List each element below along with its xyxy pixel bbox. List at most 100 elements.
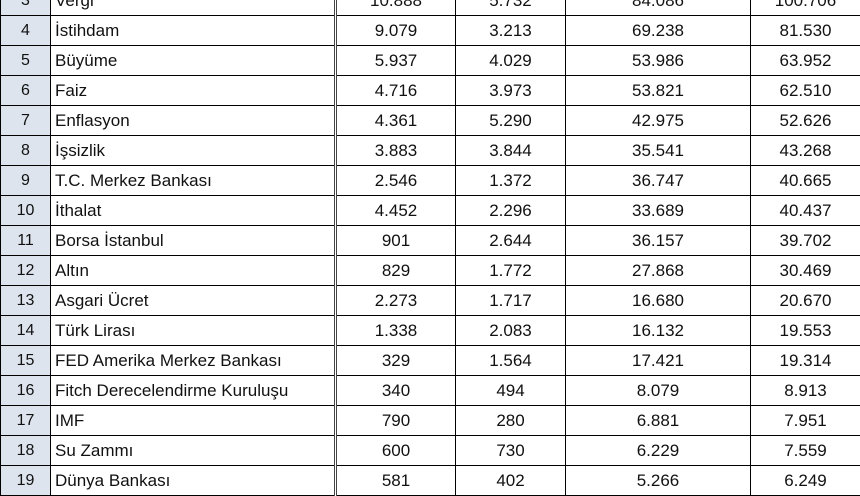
- rank-cell: 16: [1, 376, 51, 406]
- value-cell-3: 36.157: [566, 226, 751, 256]
- total-cell: 52.626: [751, 106, 860, 136]
- total-cell: 81.530: [751, 16, 860, 46]
- value-cell-3: 35.541: [566, 136, 751, 166]
- value-cell-1: 4.361: [336, 106, 456, 136]
- rank-cell: 5: [1, 46, 51, 76]
- value-cell-2: 5.290: [456, 106, 566, 136]
- value-cell-3: 8.079: [566, 376, 751, 406]
- value-cell-2: 3.973: [456, 76, 566, 106]
- rank-cell: 11: [1, 226, 51, 256]
- term-cell: T.C. Merkez Bankası: [51, 166, 336, 196]
- value-cell-1: 790: [336, 406, 456, 436]
- value-cell-1: 2.546: [336, 166, 456, 196]
- value-cell-2: 1.372: [456, 166, 566, 196]
- value-cell-2: 1.717: [456, 286, 566, 316]
- value-cell-2: 280: [456, 406, 566, 436]
- value-cell-1: 3.883: [336, 136, 456, 166]
- value-cell-1: 4.716: [336, 76, 456, 106]
- rank-cell: 12: [1, 256, 51, 286]
- value-cell-2: 730: [456, 436, 566, 466]
- total-cell: 43.268: [751, 136, 860, 166]
- value-cell-2: 3.844: [456, 136, 566, 166]
- rank-cell: 9: [1, 166, 51, 196]
- rank-cell: 10: [1, 196, 51, 226]
- rank-cell: 18: [1, 436, 51, 466]
- total-cell: 19.553: [751, 316, 860, 346]
- value-cell-3: 6.229: [566, 436, 751, 466]
- value-cell-3: 6.881: [566, 406, 751, 436]
- total-cell: 100.706: [751, 0, 860, 16]
- total-cell: 20.670: [751, 286, 860, 316]
- value-cell-2: 4.029: [456, 46, 566, 76]
- value-cell-3: 16.132: [566, 316, 751, 346]
- value-cell-3: 53.986: [566, 46, 751, 76]
- term-cell: Borsa İstanbul: [51, 226, 336, 256]
- rank-cell: 4: [1, 16, 51, 46]
- total-cell: 7.951: [751, 406, 860, 436]
- value-cell-3: 69.238: [566, 16, 751, 46]
- total-cell: 8.913: [751, 376, 860, 406]
- term-cell: Fitch Derecelendirme Kuruluşu: [51, 376, 336, 406]
- term-cell: İstihdam: [51, 16, 336, 46]
- term-cell: İşsizlik: [51, 136, 336, 166]
- total-cell: 30.469: [751, 256, 860, 286]
- value-cell-1: 581: [336, 466, 456, 496]
- value-cell-3: 84.086: [566, 0, 751, 16]
- total-cell: 62.510: [751, 76, 860, 106]
- value-cell-1: 901: [336, 226, 456, 256]
- value-cell-2: 494: [456, 376, 566, 406]
- rank-cell: 6: [1, 76, 51, 106]
- value-cell-2: 5.732: [456, 0, 566, 16]
- total-cell: 6.249: [751, 466, 860, 496]
- value-cell-2: 1.564: [456, 346, 566, 376]
- term-cell: Büyüme: [51, 46, 336, 76]
- value-cell-3: 53.821: [566, 76, 751, 106]
- value-cell-2: 1.772: [456, 256, 566, 286]
- value-cell-1: 9.079: [336, 16, 456, 46]
- term-cell: Dünya Bankası: [51, 466, 336, 496]
- rank-cell: 8: [1, 136, 51, 166]
- rank-cell: 7: [1, 106, 51, 136]
- total-cell: 63.952: [751, 46, 860, 76]
- value-cell-1: 5.937: [336, 46, 456, 76]
- term-cell: Asgari Ücret: [51, 286, 336, 316]
- term-cell: IMF: [51, 406, 336, 436]
- term-cell: FED Amerika Merkez Bankası: [51, 346, 336, 376]
- term-cell: Altın: [51, 256, 336, 286]
- rank-cell: 3: [1, 0, 51, 16]
- total-cell: 19.314: [751, 346, 860, 376]
- value-cell-3: 36.747: [566, 166, 751, 196]
- total-cell: 40.437: [751, 196, 860, 226]
- value-cell-1: 340: [336, 376, 456, 406]
- value-cell-3: 33.689: [566, 196, 751, 226]
- value-cell-1: 329: [336, 346, 456, 376]
- value-cell-3: 27.868: [566, 256, 751, 286]
- value-cell-2: 2.083: [456, 316, 566, 346]
- total-cell: 39.702: [751, 226, 860, 256]
- term-cell: Vergi: [51, 0, 336, 16]
- value-cell-2: 402: [456, 466, 566, 496]
- value-cell-2: 3.213: [456, 16, 566, 46]
- value-cell-1: 2.273: [336, 286, 456, 316]
- value-cell-3: 17.421: [566, 346, 751, 376]
- term-cell: Türk Lirası: [51, 316, 336, 346]
- term-cell: İthalat: [51, 196, 336, 226]
- value-cell-2: 2.296: [456, 196, 566, 226]
- rank-cell: 15: [1, 346, 51, 376]
- rank-cell: 14: [1, 316, 51, 346]
